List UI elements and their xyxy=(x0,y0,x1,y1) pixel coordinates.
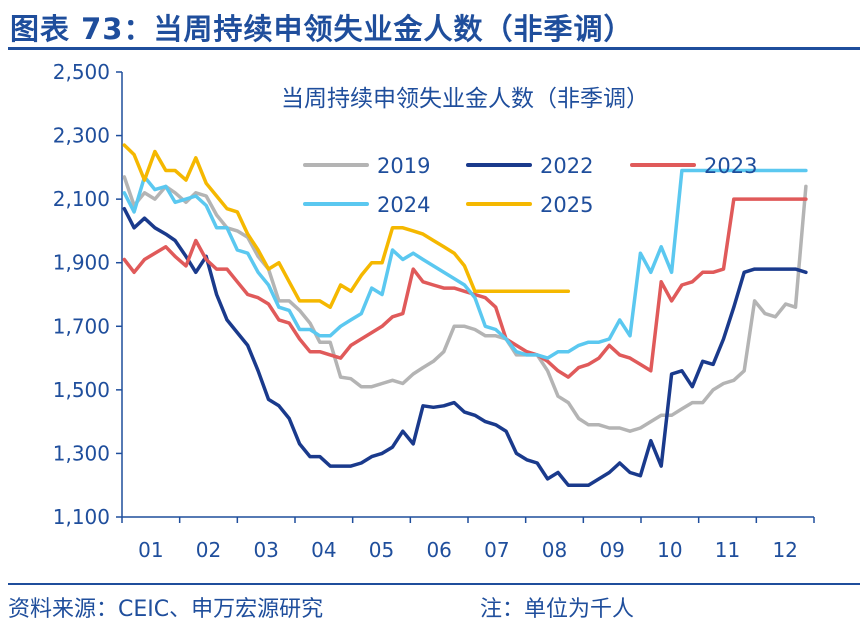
x-tick-label: 05 xyxy=(369,538,394,562)
y-tick-label: 1,900 xyxy=(53,251,110,275)
x-tick-label: 12 xyxy=(772,538,797,562)
y-tick-label: 1,500 xyxy=(53,378,110,402)
y-tick-label: 1,700 xyxy=(53,314,110,338)
y-tick-label: 1,100 xyxy=(53,505,110,529)
y-tick-label: 1,300 xyxy=(53,441,110,465)
x-tick-label: 06 xyxy=(426,538,451,562)
series-line-2023 xyxy=(122,197,808,379)
x-tick-label: 04 xyxy=(311,538,336,562)
x-tick-label: 09 xyxy=(599,538,624,562)
series-lines xyxy=(122,143,808,487)
y-tick-label: 2,100 xyxy=(53,187,110,211)
legend: 2019 2022 2023 2024 2025 xyxy=(303,154,757,217)
x-tick-label: 02 xyxy=(196,538,221,562)
source-note: 资料来源：CEIC、申万宏源研究 xyxy=(8,597,324,622)
chart-title: 当周持续申领失业金人数（非季调） xyxy=(281,86,649,112)
axes: 1,100 1,300 1,500 1,700 1,900 2,100 2,300 2,500… xyxy=(53,60,815,562)
x-tick-label: 01 xyxy=(138,538,163,562)
legend-label-2019: 2019 xyxy=(377,154,430,178)
x-tick-label: 07 xyxy=(484,538,509,562)
series-line-2019 xyxy=(122,175,808,433)
series-line-2025 xyxy=(122,143,571,309)
unit-note: 注：单位为千人 xyxy=(480,597,635,622)
title-rule xyxy=(8,47,860,50)
footer-rule xyxy=(8,583,860,585)
y-tick-label: 2,500 xyxy=(53,60,110,84)
legend-label-2022: 2022 xyxy=(540,154,593,178)
line-chart: 当周持续申领失业金人数（非季调） 1,100 1,300 1,500 1,700 1,9… xyxy=(53,60,815,562)
series-line-2024 xyxy=(122,168,808,360)
x-tick-label: 08 xyxy=(542,538,567,562)
y-tick-label: 2,300 xyxy=(53,124,110,148)
series-line-2022 xyxy=(122,206,808,487)
x-tick-label: 10 xyxy=(657,538,682,562)
legend-label-2024: 2024 xyxy=(377,193,430,217)
x-tick-label: 03 xyxy=(253,538,278,562)
legend-label-2025: 2025 xyxy=(540,193,593,217)
legend-label-2023: 2023 xyxy=(704,154,757,178)
figure-title: 图表 73：当周持续申领失业金人数（非季调） xyxy=(10,12,634,46)
x-tick-label: 11 xyxy=(715,538,740,562)
